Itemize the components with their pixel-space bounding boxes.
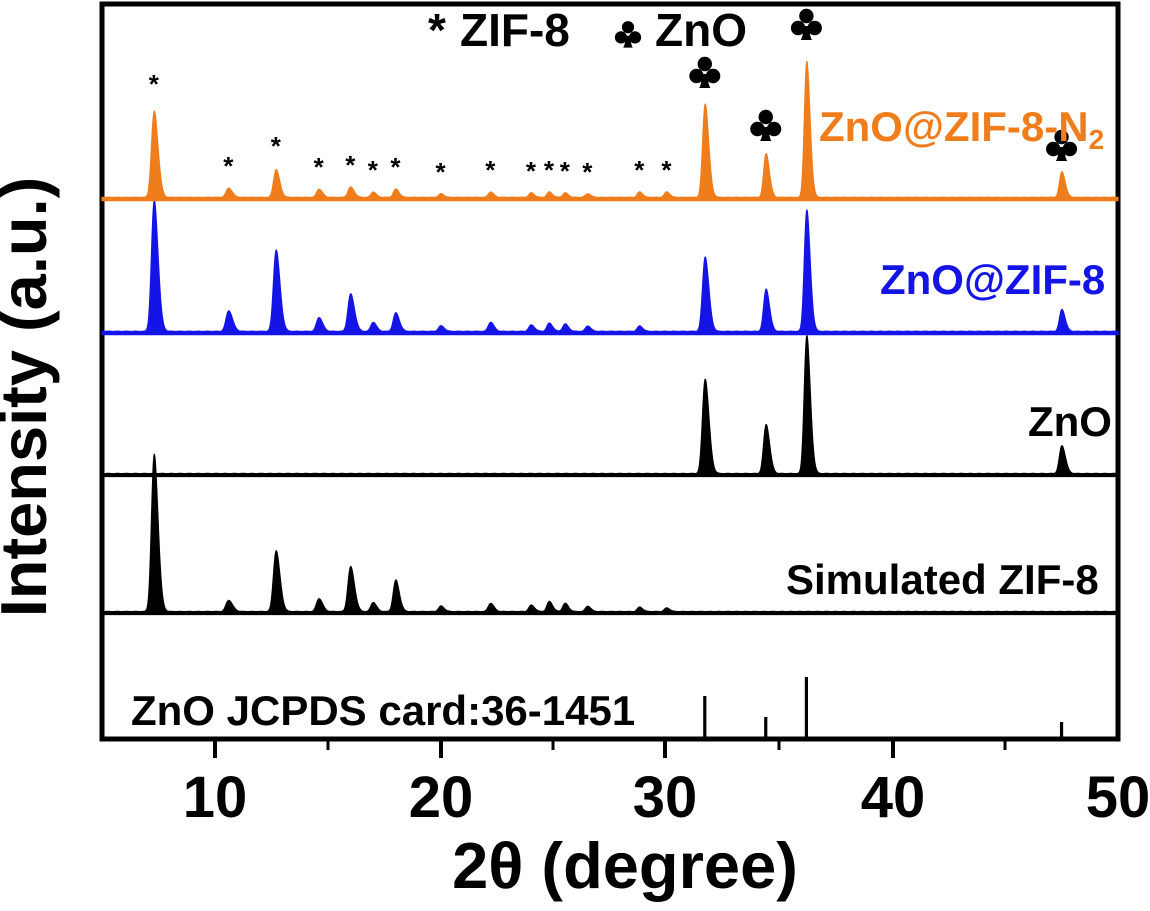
svg-text:20: 20 <box>409 765 474 830</box>
svg-text:40: 40 <box>861 765 926 830</box>
svg-text:*: * <box>634 155 645 185</box>
svg-text:*: * <box>560 156 571 186</box>
svg-text:*: * <box>661 155 672 185</box>
svg-text:2θ (degree): 2θ (degree) <box>452 829 798 902</box>
svg-text:ZnO@ZIF-8-N2: ZnO@ZIF-8-N2 <box>819 103 1104 155</box>
svg-text:*: * <box>544 155 555 185</box>
svg-text:*: * <box>345 150 356 180</box>
svg-text:*: * <box>149 69 160 99</box>
svg-text:ZIF-8: ZIF-8 <box>460 4 570 56</box>
svg-text:ZnO: ZnO <box>655 4 747 56</box>
svg-text:*: * <box>485 155 496 185</box>
svg-text:ZnO: ZnO <box>1028 398 1112 445</box>
svg-text:Intensity (a.u.): Intensity (a.u.) <box>0 177 60 618</box>
svg-text:*: * <box>223 151 234 181</box>
svg-text:*: * <box>390 152 401 182</box>
svg-text:*: * <box>368 155 379 185</box>
svg-text:*: * <box>582 157 593 187</box>
svg-text:10: 10 <box>183 765 248 830</box>
svg-text:30: 30 <box>633 765 698 830</box>
svg-text:*: * <box>428 4 446 56</box>
svg-text:ZnO JCPDS card:36-1451: ZnO JCPDS card:36-1451 <box>131 687 635 734</box>
svg-text:*: * <box>436 157 447 187</box>
svg-text:ZnO@ZIF-8: ZnO@ZIF-8 <box>880 256 1105 303</box>
svg-text:*: * <box>314 152 325 182</box>
svg-text:Simulated ZIF-8: Simulated ZIF-8 <box>786 556 1099 603</box>
svg-text:*: * <box>271 131 282 161</box>
svg-text:50: 50 <box>1086 765 1150 830</box>
svg-text:*: * <box>526 156 537 186</box>
